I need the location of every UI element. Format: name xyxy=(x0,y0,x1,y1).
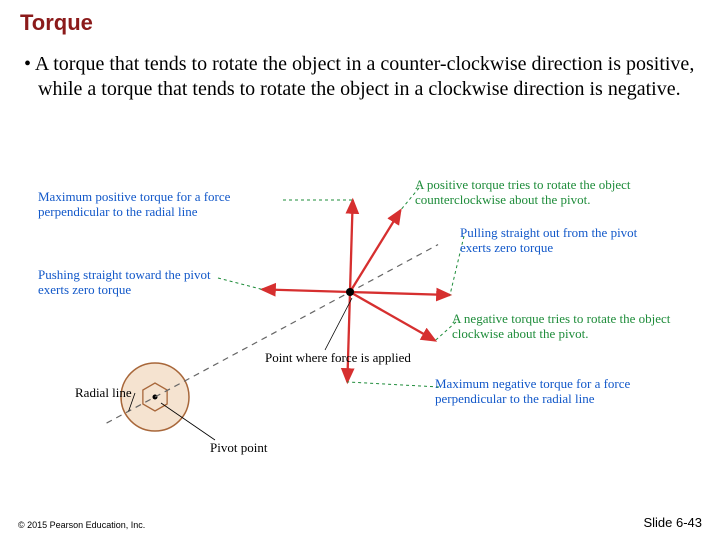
annotation: Maximum negative torque for a force perp… xyxy=(435,377,690,407)
page-title: Torque xyxy=(0,0,720,40)
slide-number: Slide 6-43 xyxy=(643,515,702,530)
svg-text:Pivot point: Pivot point xyxy=(210,440,268,455)
force-point-dot xyxy=(346,288,354,296)
annotation: Maximum positive torque for a force perp… xyxy=(38,190,293,220)
annotation: A positive torque tries to rotate the ob… xyxy=(415,178,680,208)
svg-text:Point where force is applied: Point where force is applied xyxy=(265,350,411,365)
annotation: Pushing straight toward the pivot exerts… xyxy=(38,268,228,298)
copyright: © 2015 Pearson Education, Inc. xyxy=(18,520,145,530)
bullet-text: • A torque that tends to rotate the obje… xyxy=(14,40,720,102)
diagram-labels: Radial line Point where force is applied P… xyxy=(75,298,411,455)
svg-text:Radial line: Radial line xyxy=(75,385,132,400)
annotation: A negative torque tries to rotate the ob… xyxy=(452,312,687,342)
annotation: Pulling straight out from the pivot exer… xyxy=(460,226,670,256)
